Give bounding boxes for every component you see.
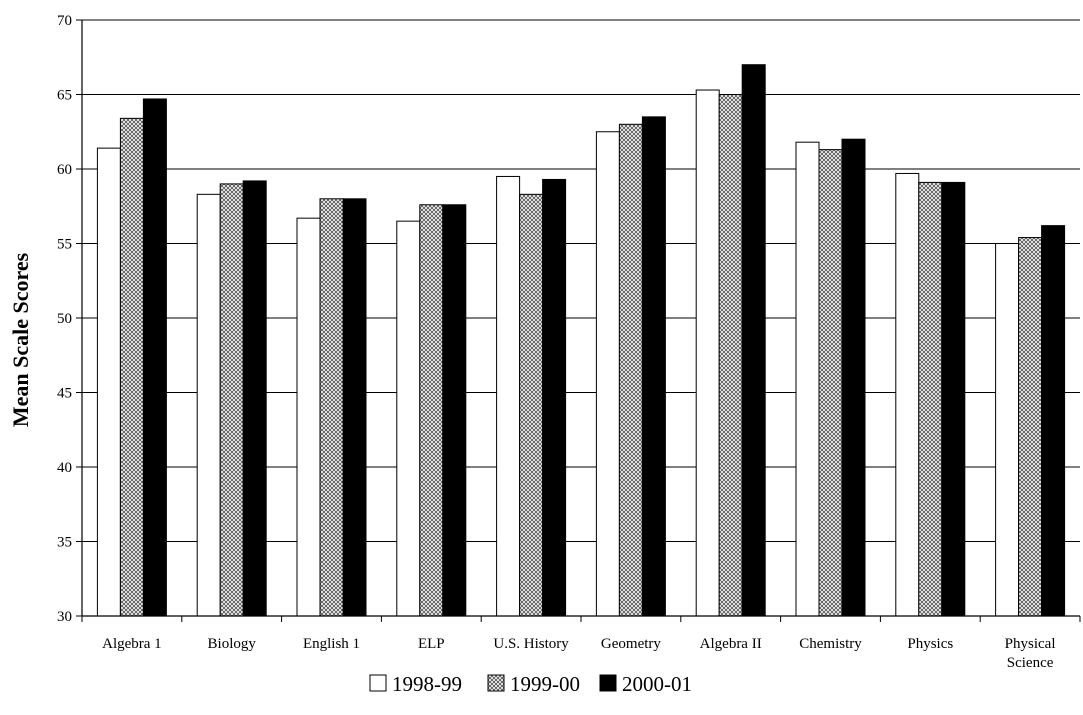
bar-1999-00-english-1 — [319, 198, 344, 617]
legend-swatch-1998-99 — [369, 674, 387, 692]
category-label: ELP — [418, 636, 445, 652]
y-tick-label: 70 — [57, 13, 72, 29]
category-label: Physical Science — [1005, 636, 1056, 671]
y-tick-label: 50 — [57, 311, 72, 327]
bar-2000-01-physical-science — [1041, 225, 1066, 617]
axes — [76, 19, 1081, 622]
bar-1998-99-physical-science — [995, 243, 1020, 617]
bar-1998-99-chemistry — [795, 141, 820, 617]
y-tick-label: 45 — [57, 386, 72, 402]
bar-1998-99-algebra-ii — [695, 89, 720, 617]
category-label: Algebra 1 — [102, 636, 162, 652]
y-tick-labels: 30 35 40 45 50 55 60 65 70 — [57, 13, 72, 625]
bars-group — [96, 64, 1066, 617]
bar-2000-01-elp — [442, 204, 467, 617]
bar-1998-99-u-s-history — [496, 175, 521, 617]
bar-1998-99-physics — [895, 172, 920, 617]
bar-1999-00-physics — [918, 181, 943, 617]
y-tick-label: 40 — [57, 460, 72, 476]
bar-1999-00-algebra-1 — [119, 117, 144, 617]
legend: 1998-99 1999-00 2000-01 — [369, 672, 692, 696]
bar-2000-01-physics — [941, 181, 966, 617]
legend-label-2000-01: 2000-01 — [622, 672, 692, 696]
category-label: Chemistry — [799, 636, 862, 652]
bar-1999-00-u-s-history — [519, 193, 544, 617]
bar-1999-00-physical-science — [1018, 237, 1043, 617]
category-labels: Algebra 1 Biology English 1 ELP U.S. History… — [102, 636, 1055, 671]
legend-label-1999-00: 1999-00 — [510, 672, 580, 696]
legend-label-1998-99: 1998-99 — [392, 672, 462, 696]
y-axis-label: Mean Scale Scores — [8, 252, 33, 427]
category-label: U.S. History — [493, 636, 569, 652]
y-tick-label: 60 — [57, 162, 72, 178]
bar-1998-99-english-1 — [296, 217, 321, 617]
bar-2000-01-algebra-ii — [741, 64, 766, 617]
bar-1999-00-chemistry — [818, 149, 843, 617]
category-label: Biology — [208, 636, 257, 652]
bar-2000-01-chemistry — [841, 138, 866, 617]
y-tick-label: 65 — [57, 88, 72, 104]
bar-2000-01-algebra-1 — [142, 98, 167, 617]
category-label: English 1 — [303, 636, 360, 652]
category-label: Physics — [907, 636, 953, 652]
bar-1998-99-algebra-1 — [96, 147, 121, 617]
category-label: Geometry — [601, 636, 661, 652]
y-tick-label: 30 — [57, 609, 72, 625]
bar-2000-01-english-1 — [342, 198, 367, 617]
bar-1998-99-biology — [196, 193, 221, 617]
bar-2000-01-u-s-history — [542, 178, 567, 617]
bar-2000-01-geometry — [641, 116, 666, 617]
bar-1999-00-geometry — [618, 123, 643, 617]
bar-1998-99-geometry — [595, 131, 620, 617]
bar-1999-00-algebra-ii — [718, 94, 743, 617]
legend-swatch-1999-00 — [487, 674, 505, 692]
category-label: Algebra II — [700, 636, 762, 652]
y-tick-label: 55 — [57, 237, 72, 253]
bar-2000-01-biology — [242, 180, 267, 617]
bar-1999-00-elp — [419, 204, 444, 617]
y-tick-label: 35 — [57, 535, 72, 551]
legend-swatch-2000-01 — [599, 674, 617, 692]
bar-1999-00-biology — [219, 183, 244, 617]
bar-1998-99-elp — [396, 220, 421, 617]
